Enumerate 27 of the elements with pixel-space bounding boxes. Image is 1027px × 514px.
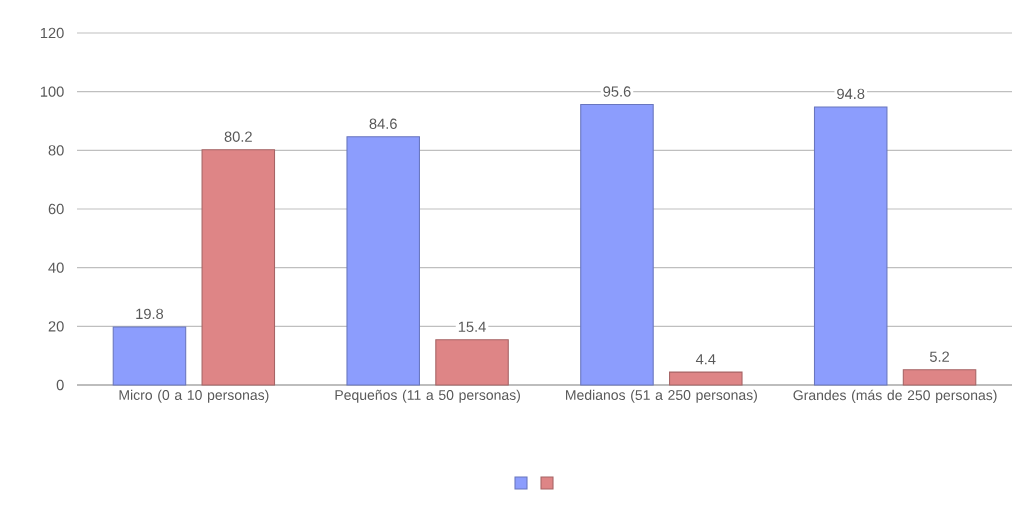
bar bbox=[669, 371, 743, 386]
y-tick-label: 100 bbox=[40, 86, 64, 97]
x-tick-label: Medianos (51 a 250 personas) bbox=[566, 389, 757, 403]
data-label: 95.6 bbox=[603, 86, 631, 97]
y-tick-label: 80 bbox=[48, 145, 64, 156]
x-tick-label: Grandes (más de 250 personas) bbox=[793, 389, 997, 403]
data-label: 80.2 bbox=[224, 131, 252, 142]
data-label: 5.2 bbox=[929, 351, 950, 362]
y-tick-label: 0 bbox=[56, 379, 64, 391]
bar bbox=[813, 106, 888, 386]
data-label: 15.4 bbox=[458, 321, 486, 332]
y-tick-label: 40 bbox=[48, 262, 64, 273]
x-tick-label: Micro (0 a 10 personas) bbox=[119, 389, 269, 403]
bar bbox=[201, 149, 276, 386]
data-label: 4.4 bbox=[695, 354, 716, 365]
data-label: 94.8 bbox=[837, 88, 865, 100]
data-label: 84.6 bbox=[369, 118, 397, 129]
bar bbox=[112, 326, 187, 386]
y-tick-label: 60 bbox=[48, 203, 64, 215]
x-tick-label: Pequeños (11 a 50 personas) bbox=[335, 389, 520, 403]
bar bbox=[580, 104, 654, 386]
bar bbox=[435, 339, 509, 386]
y-tick-label: 20 bbox=[48, 321, 64, 332]
data-label: 19.8 bbox=[136, 308, 164, 320]
bar bbox=[902, 369, 977, 386]
bar bbox=[346, 136, 420, 386]
y-tick-label: 120 bbox=[40, 27, 64, 39]
